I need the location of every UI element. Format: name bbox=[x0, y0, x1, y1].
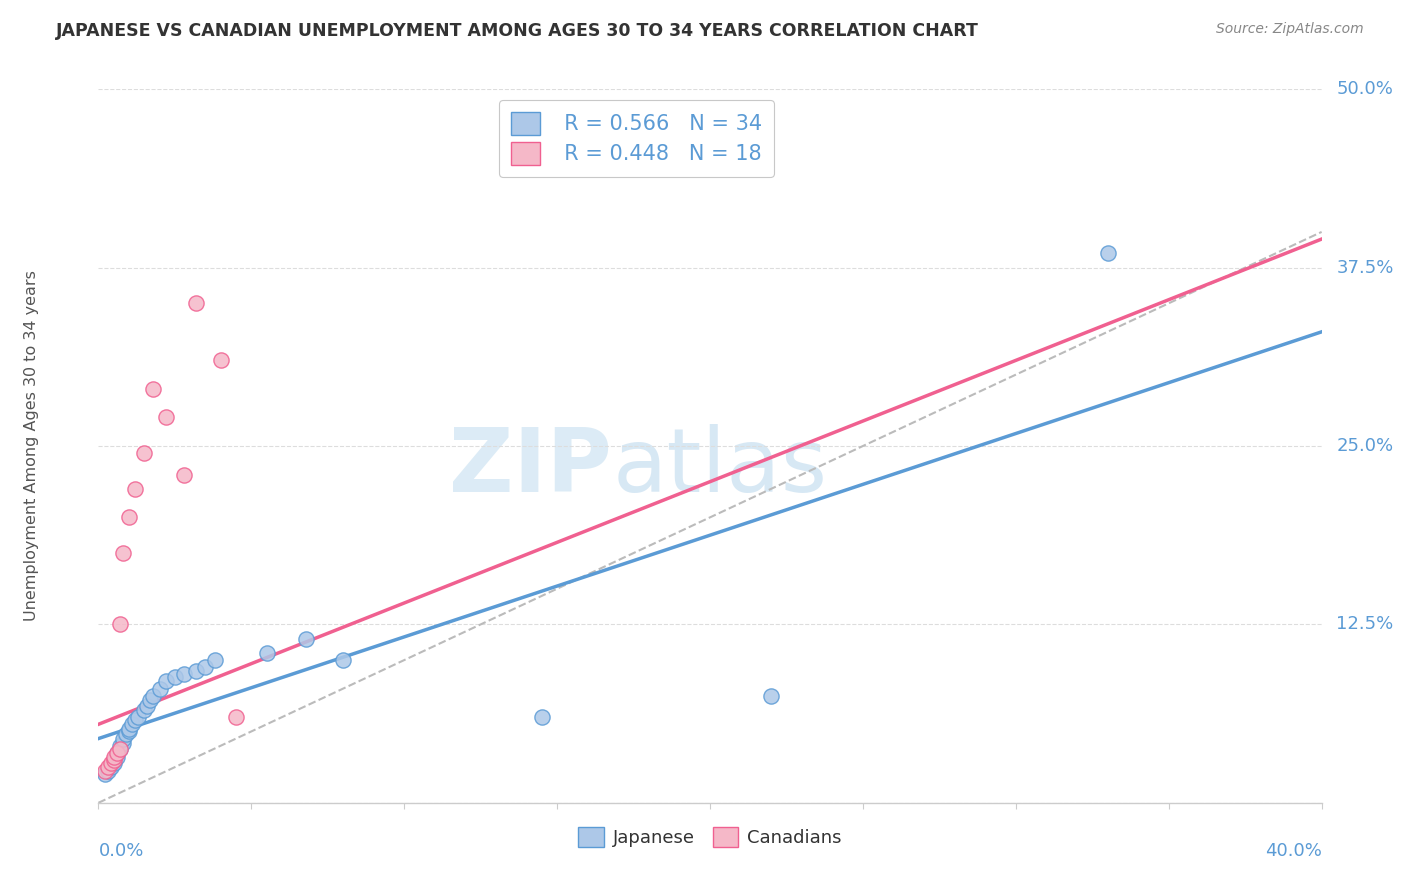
Point bbox=[1097, 246, 1119, 260]
Point bbox=[759, 689, 782, 703]
Point bbox=[225, 710, 247, 724]
Point bbox=[142, 689, 165, 703]
Point bbox=[186, 665, 208, 679]
Point bbox=[139, 693, 162, 707]
Point bbox=[103, 753, 125, 767]
Point bbox=[118, 722, 141, 736]
Point bbox=[100, 756, 122, 770]
Point bbox=[111, 546, 134, 560]
Point bbox=[173, 467, 195, 482]
Point bbox=[173, 667, 195, 681]
Point bbox=[134, 703, 156, 717]
Text: 40.0%: 40.0% bbox=[1265, 842, 1322, 860]
Point bbox=[194, 660, 217, 674]
Point bbox=[149, 681, 172, 696]
Text: 0.0%: 0.0% bbox=[98, 842, 143, 860]
Legend: Japanese, Canadians: Japanese, Canadians bbox=[571, 820, 849, 855]
Point bbox=[97, 760, 120, 774]
Point bbox=[530, 710, 553, 724]
Point bbox=[118, 724, 141, 739]
Point bbox=[105, 750, 128, 764]
Text: Source: ZipAtlas.com: Source: ZipAtlas.com bbox=[1216, 22, 1364, 37]
Point bbox=[108, 617, 131, 632]
Text: 12.5%: 12.5% bbox=[1336, 615, 1393, 633]
Point bbox=[93, 767, 115, 781]
Point bbox=[295, 632, 318, 646]
Point bbox=[142, 382, 165, 396]
Point bbox=[186, 296, 208, 310]
Point bbox=[124, 713, 146, 727]
Point bbox=[163, 670, 186, 684]
Text: atlas: atlas bbox=[612, 424, 827, 511]
Point bbox=[118, 510, 141, 524]
Point bbox=[108, 741, 131, 756]
Text: 50.0%: 50.0% bbox=[1336, 80, 1393, 98]
Point bbox=[124, 482, 146, 496]
Point bbox=[93, 764, 115, 779]
Point bbox=[111, 736, 134, 750]
Point bbox=[332, 653, 354, 667]
Text: 37.5%: 37.5% bbox=[1336, 259, 1393, 277]
Point bbox=[108, 741, 131, 756]
Point bbox=[97, 764, 120, 779]
Point bbox=[209, 353, 232, 368]
Point bbox=[155, 674, 177, 689]
Point bbox=[115, 727, 138, 741]
Point bbox=[100, 760, 122, 774]
Point bbox=[108, 739, 131, 753]
Point bbox=[103, 750, 125, 764]
Point bbox=[105, 746, 128, 760]
Point bbox=[105, 746, 128, 760]
Point bbox=[103, 756, 125, 770]
Point bbox=[103, 753, 125, 767]
Point bbox=[134, 446, 156, 460]
Point bbox=[111, 731, 134, 746]
Point bbox=[127, 710, 149, 724]
Text: JAPANESE VS CANADIAN UNEMPLOYMENT AMONG AGES 30 TO 34 YEARS CORRELATION CHART: JAPANESE VS CANADIAN UNEMPLOYMENT AMONG … bbox=[56, 22, 979, 40]
Point bbox=[136, 698, 159, 713]
Point bbox=[256, 646, 278, 660]
Text: 25.0%: 25.0% bbox=[1336, 437, 1393, 455]
Point bbox=[121, 717, 143, 731]
Text: Unemployment Among Ages 30 to 34 years: Unemployment Among Ages 30 to 34 years bbox=[24, 270, 38, 622]
Text: ZIP: ZIP bbox=[450, 424, 612, 511]
Point bbox=[204, 653, 226, 667]
Point bbox=[155, 410, 177, 425]
